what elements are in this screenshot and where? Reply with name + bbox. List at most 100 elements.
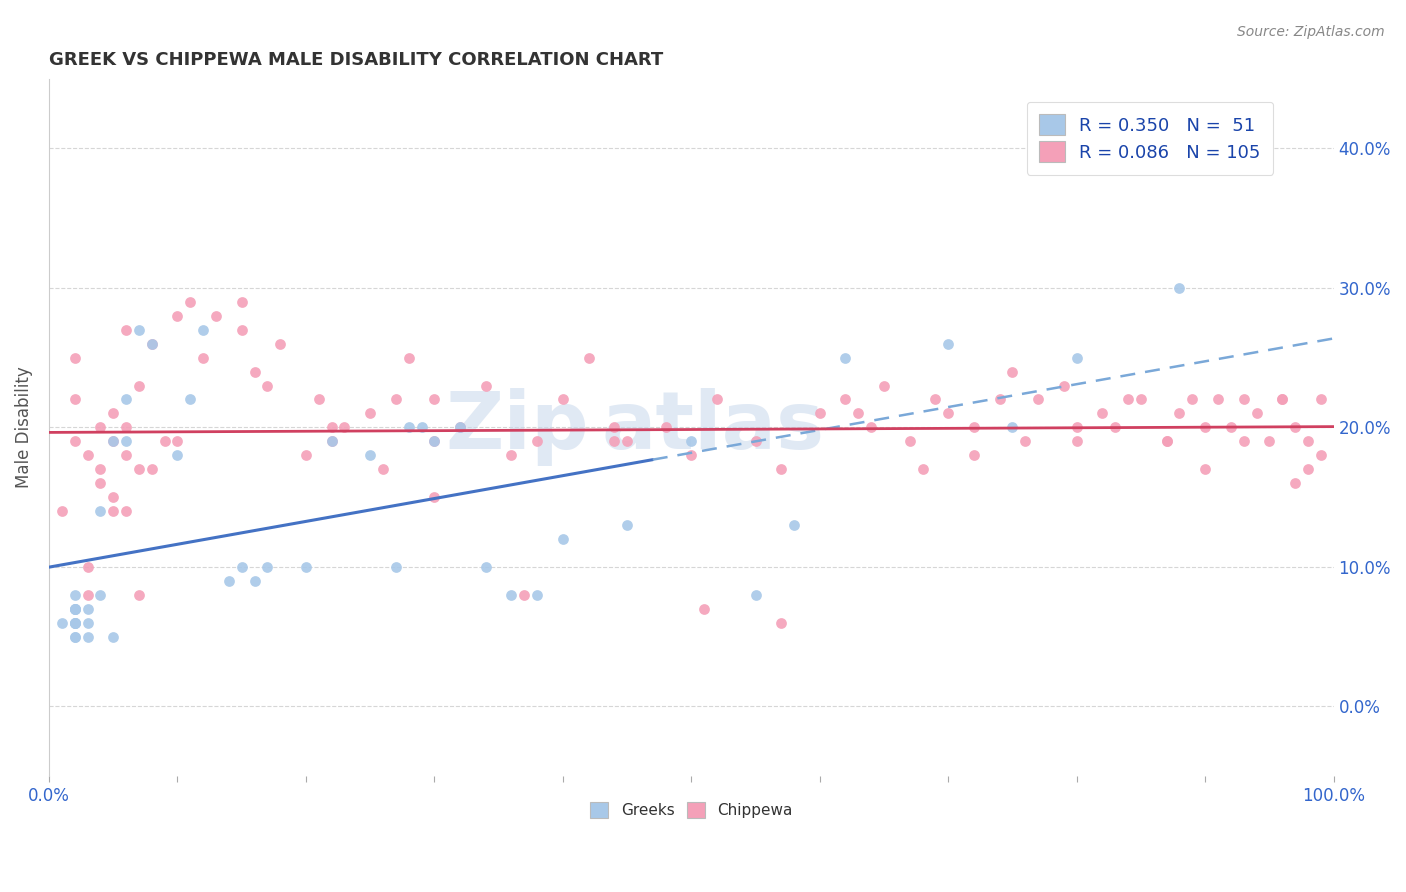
Point: [770, 615, 793, 630]
Point: [103, 434, 125, 449]
Point: [308, 392, 330, 407]
Point: [256, 560, 278, 574]
Point: [526, 434, 548, 449]
Point: [231, 323, 253, 337]
Point: [1168, 281, 1191, 295]
Point: [808, 406, 831, 420]
Point: [988, 392, 1011, 407]
Point: [166, 448, 188, 462]
Point: [474, 378, 496, 392]
Point: [1219, 420, 1241, 434]
Point: [63, 630, 86, 644]
Point: [1066, 420, 1088, 434]
Point: [578, 351, 600, 365]
Point: [115, 504, 138, 518]
Point: [681, 434, 703, 449]
Point: [526, 588, 548, 602]
Point: [1309, 448, 1331, 462]
Point: [834, 351, 856, 365]
Point: [205, 309, 228, 323]
Point: [744, 434, 766, 449]
Point: [295, 448, 318, 462]
Point: [924, 392, 946, 407]
Point: [860, 420, 883, 434]
Point: [911, 462, 934, 476]
Point: [1053, 378, 1076, 392]
Point: [63, 601, 86, 615]
Point: [103, 406, 125, 420]
Point: [63, 601, 86, 615]
Point: [873, 378, 896, 392]
Point: [603, 434, 626, 449]
Point: [128, 323, 150, 337]
Point: [1066, 351, 1088, 365]
Point: [1129, 392, 1152, 407]
Point: [63, 351, 86, 365]
Point: [423, 434, 446, 449]
Text: atlas: atlas: [602, 388, 824, 467]
Point: [411, 420, 433, 434]
Point: [1296, 462, 1319, 476]
Point: [269, 336, 291, 351]
Point: [76, 448, 98, 462]
Point: [963, 420, 986, 434]
Point: [501, 588, 523, 602]
Point: [243, 574, 266, 588]
Point: [295, 560, 318, 574]
Point: [898, 434, 921, 449]
Point: [834, 392, 856, 407]
Point: [1001, 420, 1024, 434]
Point: [359, 448, 381, 462]
Point: [449, 420, 471, 434]
Text: Source: ZipAtlas.com: Source: ZipAtlas.com: [1237, 25, 1385, 39]
Point: [423, 392, 446, 407]
Point: [76, 588, 98, 602]
Point: [1284, 420, 1306, 434]
Point: [770, 462, 793, 476]
Point: [333, 420, 356, 434]
Point: [115, 323, 138, 337]
Point: [1026, 392, 1049, 407]
Point: [603, 420, 626, 434]
Point: [166, 434, 188, 449]
Point: [398, 420, 420, 434]
Point: [1194, 420, 1216, 434]
Point: [115, 392, 138, 407]
Point: [359, 406, 381, 420]
Point: [1014, 434, 1036, 449]
Point: [513, 588, 536, 602]
Point: [63, 588, 86, 602]
Point: [1206, 392, 1229, 407]
Point: [936, 406, 959, 420]
Point: [1258, 434, 1281, 449]
Point: [231, 294, 253, 309]
Point: [474, 560, 496, 574]
Point: [1233, 434, 1256, 449]
Point: [551, 392, 574, 407]
Point: [76, 615, 98, 630]
Point: [115, 434, 138, 449]
Point: [128, 378, 150, 392]
Point: [398, 351, 420, 365]
Point: [103, 630, 125, 644]
Point: [231, 560, 253, 574]
Point: [141, 336, 163, 351]
Point: [179, 294, 201, 309]
Point: [321, 434, 343, 449]
Point: [76, 601, 98, 615]
Point: [1116, 392, 1139, 407]
Point: [744, 588, 766, 602]
Point: [423, 490, 446, 504]
Point: [63, 601, 86, 615]
Point: [616, 434, 638, 449]
Point: [783, 518, 806, 533]
Point: [153, 434, 176, 449]
Legend: Greeks, Chippewa: Greeks, Chippewa: [583, 797, 799, 824]
Point: [423, 434, 446, 449]
Point: [385, 560, 408, 574]
Point: [76, 560, 98, 574]
Point: [681, 448, 703, 462]
Text: Zip: Zip: [444, 388, 589, 467]
Point: [1233, 392, 1256, 407]
Point: [321, 434, 343, 449]
